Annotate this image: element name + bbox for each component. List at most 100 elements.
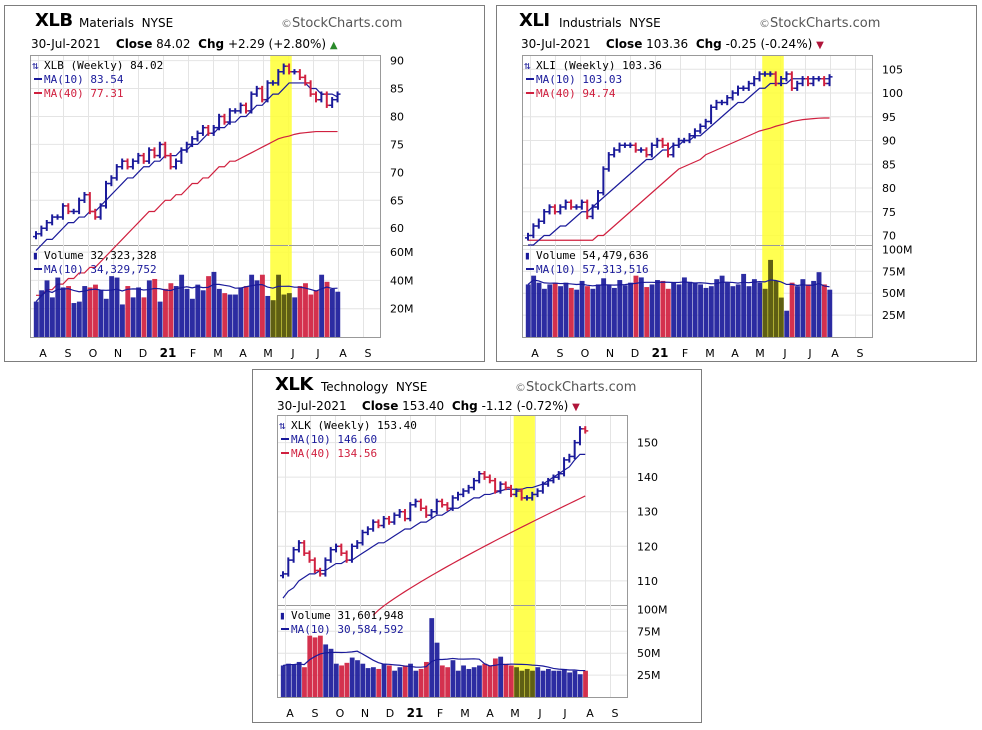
brand-label: StockCharts.com [292, 16, 403, 31]
volume-bar [676, 284, 682, 337]
ticker-name-text: Materials [79, 16, 135, 30]
volume-bar [503, 663, 509, 697]
volume-bar [329, 288, 335, 337]
ma40-legend: MA(40) 94.74 [536, 87, 616, 100]
volume-bar [44, 280, 50, 337]
stockcharts-brand[interactable]: ©StockCharts.com [515, 380, 636, 395]
price-volume-chart: 150 140 130 120 110 100M 75M 50M 25M XLK (Weekly)… [277, 415, 668, 720]
volume-bar [163, 288, 168, 337]
volume-bar [552, 282, 558, 337]
volume-bar [195, 284, 201, 337]
volume-bar [556, 670, 562, 697]
volume-bar [344, 662, 350, 697]
x-month-label: D [631, 347, 639, 360]
volume-bar [317, 635, 323, 697]
volume-bar [563, 282, 569, 337]
volume-bar [82, 286, 88, 337]
volume-bar [681, 277, 687, 337]
volume-bar [286, 663, 291, 697]
volume-tick-label: 25M [637, 669, 661, 682]
volume-bar [535, 667, 541, 697]
volume-bar [498, 656, 504, 697]
volume-bar [297, 286, 303, 337]
volume-bar [270, 300, 276, 337]
price-legend: XLI (Weekly) 103.36 [536, 59, 662, 72]
volume-bar [778, 297, 784, 337]
volume-tick-label: 75M [882, 265, 906, 278]
volume-bar [703, 287, 709, 337]
x-month-label: 21 [652, 346, 669, 360]
volume-bar [757, 282, 763, 337]
volume-bar [547, 284, 553, 337]
x-month-label: 21 [407, 706, 424, 720]
volume-bar [585, 286, 590, 337]
stockcharts-brand[interactable]: ©StockCharts.com [759, 16, 880, 31]
volume-ma-legend: MA(10) 30,584,592 [291, 623, 404, 636]
stockcharts-brand[interactable]: ©StockCharts.com [281, 16, 402, 31]
y-tick-label: 65 [390, 194, 404, 207]
ticker-symbol: XLK [275, 374, 313, 395]
y-tick-label: 70 [390, 166, 404, 179]
volume-bar [87, 287, 93, 337]
volume-tick-label: 100M [882, 243, 913, 256]
ma40-legend: MA(40) 77.31 [44, 87, 123, 100]
volume-bar [402, 665, 408, 697]
x-month-label: A [531, 347, 539, 360]
volume-bar [254, 280, 260, 337]
ma40-legend: MA(40) 134.56 [291, 447, 377, 460]
volume-bar [800, 279, 806, 337]
volume-bar [805, 284, 811, 337]
chart-panel-xlb: XLB Materials NYSE ©StockCharts.com 30-J… [4, 5, 485, 362]
volume-bar [735, 284, 741, 337]
volume-bar [328, 648, 334, 697]
ma40-line [528, 117, 830, 241]
volume-bar [249, 274, 255, 337]
volume-bar [567, 672, 573, 697]
volume-bar [49, 297, 55, 337]
close-value: 153.40 [402, 399, 445, 413]
volume-bar [665, 288, 671, 337]
volume-bar [386, 665, 392, 697]
volume-bar [424, 661, 429, 697]
volume-bar [365, 668, 371, 697]
quote-line: 30-Jul-2021 Close 103.36 Chg -0.25 (-0.2… [521, 37, 824, 51]
chg-value: -0.25 (-0.24%) [725, 37, 813, 51]
x-month-label: M [263, 347, 273, 360]
chg-value: +2.29 (+2.80%) [227, 37, 327, 51]
volume-bar [671, 282, 677, 337]
volume-bar [445, 667, 451, 697]
y-tick-label: 80 [390, 110, 404, 123]
volume-bar [455, 670, 461, 697]
volume-bar [768, 259, 773, 337]
volume-bar [611, 287, 617, 337]
volume-bar [568, 287, 574, 337]
x-month-label: S [365, 347, 372, 360]
volume-bar [39, 290, 45, 337]
y-tick-label: 85 [882, 158, 896, 171]
volume-bar [179, 274, 185, 337]
volume-bar [531, 275, 537, 337]
volume-bar [319, 274, 325, 337]
brand-label: StockCharts.com [770, 16, 881, 31]
quote-date: 30-Jul-2021 [277, 399, 347, 413]
volume-bar [308, 294, 314, 337]
y-tick-label: 75 [390, 138, 404, 151]
quote-line: 30-Jul-2021 Close 153.40 Chg -1.12 (-0.7… [277, 399, 580, 413]
volume-bar [492, 658, 498, 697]
exchange-label: NYSE [141, 16, 174, 30]
x-month-label: S [312, 707, 319, 720]
ticker-symbol: XLI [519, 10, 550, 31]
close-label: Close [361, 399, 399, 413]
x-month-label: O [581, 347, 590, 360]
volume-bar [524, 668, 530, 697]
x-month-label: O [89, 347, 98, 360]
volume-ma-legend: MA(10) 34,329,752 [44, 263, 157, 276]
volume-bar [413, 670, 419, 697]
volume-bar [692, 282, 698, 337]
volume-bar [572, 670, 578, 697]
volume-bar [173, 286, 179, 337]
volume-bar [307, 635, 313, 697]
volume-bar [622, 285, 628, 337]
volume-bar [644, 287, 650, 337]
